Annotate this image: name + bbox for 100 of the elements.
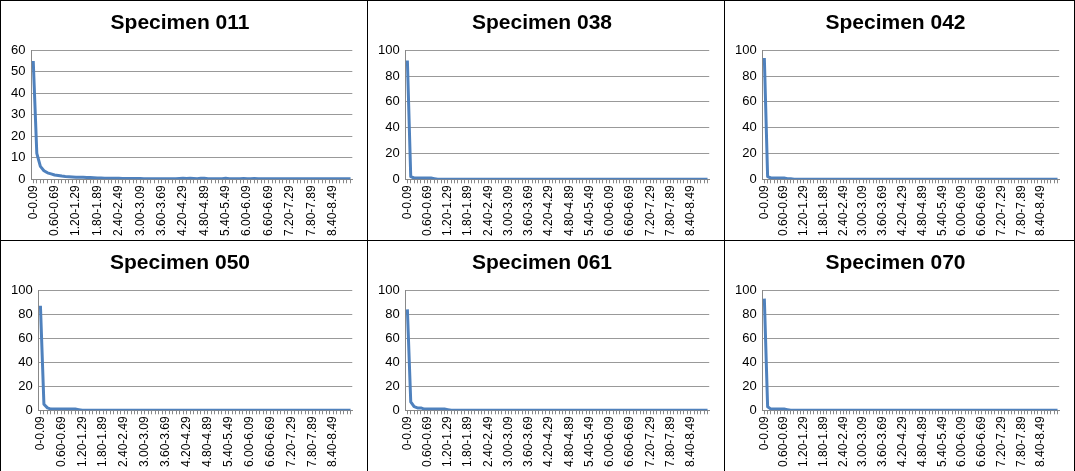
y-tick-label: 20 [385, 145, 400, 161]
x-tick-label: 5.40-5.49 [220, 415, 235, 468]
y-tick-label: 20 [742, 145, 757, 161]
y-tick-label: 40 [385, 353, 400, 369]
y-tick-label: 60 [742, 329, 757, 345]
x-tick-label: 3.00-3.09 [132, 184, 147, 237]
y-tick-label: 0 [25, 401, 33, 417]
x-tick-label: 7.80-7.89 [662, 184, 677, 237]
x-tick-label: 4.20-4.29 [175, 184, 190, 237]
y-tick-label: 50 [10, 63, 26, 79]
x-tick-label: 0-0.09 [32, 415, 47, 451]
x-tick-label: 5.40-5.49 [581, 415, 596, 468]
x-tick-label: 0.60-0.69 [53, 415, 68, 468]
x-tick-label: 4.20-4.29 [179, 415, 194, 468]
chart-title: Specimen 042 [825, 10, 966, 34]
x-tick-label: 6.00-6.09 [241, 415, 256, 468]
y-tick-label: 40 [742, 119, 757, 135]
x-tick-label: 6.60-6.69 [260, 184, 275, 237]
y-tick-label: 80 [742, 67, 757, 83]
x-tick-label: 6.00-6.09 [954, 415, 969, 468]
y-tick-label: 60 [742, 93, 757, 109]
x-tick-label: 6.60-6.69 [974, 184, 989, 237]
y-tick-label: 0 [392, 170, 400, 186]
x-tick-label: 1.20-1.29 [796, 184, 811, 237]
y-tick-label: 60 [385, 329, 400, 345]
x-tick-label: 7.20-7.29 [642, 415, 657, 468]
x-tick-label: 4.80-4.89 [199, 415, 214, 468]
x-tick-label: 5.40-5.49 [934, 415, 949, 468]
x-tick-label: 3.60-3.69 [521, 415, 536, 468]
x-tick-label: 1.80-1.89 [815, 415, 830, 468]
x-tick-label: 3.00-3.09 [500, 415, 515, 468]
y-tick-label: 60 [10, 41, 26, 57]
y-tick-label: 0 [749, 401, 757, 417]
x-tick-label: 2.40-2.49 [480, 184, 495, 237]
y-tick-label: 60 [18, 329, 33, 345]
x-tick-label: 4.80-4.89 [561, 415, 576, 468]
x-tick-label: 6.00-6.09 [602, 184, 617, 237]
x-tick-label: 4.20-4.29 [895, 415, 910, 468]
x-tick-label: 4.80-4.89 [914, 415, 929, 468]
x-tick-label: 0-0.09 [399, 184, 414, 220]
x-tick-label: 4.80-4.89 [914, 184, 929, 237]
x-tick-label: 2.40-2.49 [116, 415, 131, 468]
x-tick-label: 1.80-1.89 [89, 184, 104, 237]
x-tick-label: 2.40-2.49 [111, 184, 126, 237]
x-tick-label: 4.80-4.89 [196, 184, 211, 237]
y-tick-label: 40 [10, 84, 26, 100]
x-tick-label: 6.60-6.69 [974, 415, 989, 468]
y-tick-label: 100 [734, 41, 757, 57]
x-tick-label: 0.60-0.69 [776, 415, 791, 468]
x-tick-label: 8.40-8.49 [1033, 415, 1048, 468]
x-tick-label: 7.80-7.89 [662, 415, 677, 468]
y-tick-label: 20 [10, 127, 26, 143]
y-tick-label: 0 [18, 170, 26, 186]
x-tick-label: 3.00-3.09 [500, 184, 515, 237]
x-tick-label: 0-0.09 [399, 415, 414, 451]
y-tick-label: 80 [18, 305, 33, 321]
x-tick-label: 1.80-1.89 [460, 415, 475, 468]
x-tick-label: 7.20-7.29 [993, 415, 1008, 468]
x-tick-label: 1.20-1.29 [796, 415, 811, 468]
x-tick-label: 3.00-3.09 [137, 415, 152, 468]
x-tick-label: 6.60-6.69 [622, 184, 637, 237]
x-tick-label: 2.40-2.49 [835, 184, 850, 237]
x-tick-label: 1.20-1.29 [74, 415, 89, 468]
x-tick-label: 7.80-7.89 [304, 415, 319, 468]
x-tick-label: 1.80-1.89 [815, 184, 830, 237]
y-tick-label: 80 [742, 305, 757, 321]
x-tick-label: 4.20-4.29 [541, 415, 556, 468]
y-tick-label: 80 [385, 305, 400, 321]
x-tick-label: 3.60-3.69 [521, 184, 536, 237]
x-tick-label: 2.40-2.49 [835, 415, 850, 468]
y-tick-label: 60 [385, 93, 400, 109]
x-tick-label: 7.80-7.89 [303, 184, 318, 237]
x-tick-label: 5.40-5.49 [581, 184, 596, 237]
x-tick-label: 3.60-3.69 [153, 184, 168, 237]
x-tick-label: 1.20-1.29 [440, 184, 455, 237]
x-tick-label: 8.40-8.49 [682, 415, 697, 468]
x-tick-label: 1.80-1.89 [460, 184, 475, 237]
x-tick-label: 8.40-8.49 [325, 415, 340, 468]
x-tick-label: 0-0.09 [756, 184, 771, 220]
x-tick-label: 8.40-8.49 [1033, 184, 1048, 237]
y-tick-label: 20 [742, 377, 757, 393]
y-tick-label: 80 [385, 67, 400, 83]
y-tick-label: 20 [18, 377, 33, 393]
chart-title: Specimen 038 [471, 10, 613, 34]
x-tick-label: 1.20-1.29 [440, 415, 455, 468]
x-tick-label: 6.60-6.69 [262, 415, 277, 468]
y-tick-label: 0 [392, 401, 400, 417]
x-tick-label: 7.80-7.89 [1013, 184, 1028, 237]
x-tick-label: 4.20-4.29 [895, 184, 910, 237]
x-tick-label: 4.80-4.89 [561, 184, 576, 237]
x-tick-label: 3.60-3.69 [875, 415, 890, 468]
x-tick-label: 3.00-3.09 [855, 415, 870, 468]
x-tick-label: 5.40-5.49 [218, 184, 233, 237]
y-tick-label: 100 [10, 281, 33, 297]
x-tick-label: 3.60-3.69 [875, 184, 890, 237]
x-tick-label: 6.00-6.09 [954, 184, 969, 237]
x-tick-label: 2.40-2.49 [480, 415, 495, 468]
chart-title: Specimen 050 [109, 250, 251, 274]
x-tick-label: 6.60-6.69 [622, 415, 637, 468]
y-tick-label: 100 [734, 281, 757, 297]
